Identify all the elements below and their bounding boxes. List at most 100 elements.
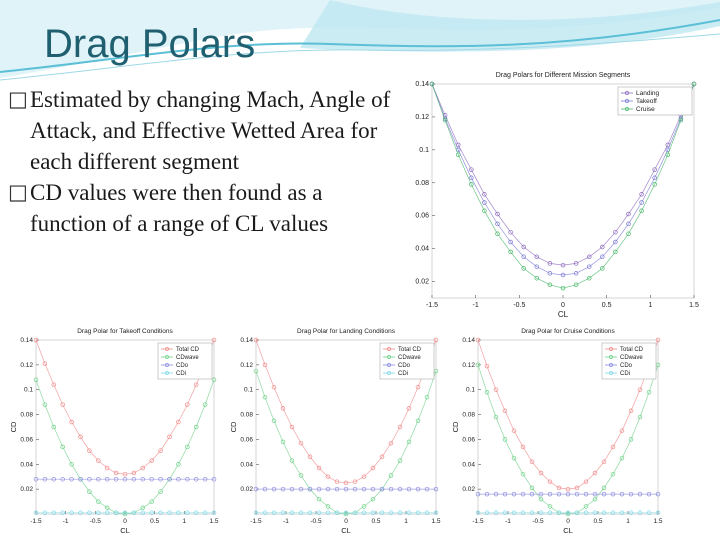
data-point [158,476,163,482]
data-point [547,510,553,516]
data-point [253,486,259,492]
data-point [307,486,313,492]
x-axis-label: CL [563,526,573,535]
y-axis-label: CD [451,421,460,432]
data-point [352,479,358,484]
data-point [592,496,598,502]
y-tick-label: 0.14 [415,81,429,88]
data-point [574,491,580,497]
data-point [556,485,562,491]
data-point [193,476,199,482]
data-point [521,244,526,250]
bullet-text: Estimated by changing Mach, Angle of Att… [30,87,391,174]
x-tick-label: 0.5 [371,518,380,525]
data-point [334,510,340,516]
bullet-item: □ Estimated by changing Mach, Angle of A… [8,84,400,177]
data-point [87,448,92,453]
series-line-0 [431,83,695,266]
data-point [601,491,607,497]
series-line-0 [35,339,215,475]
data-point [637,387,643,392]
data-point [185,510,190,516]
data-point [96,476,101,482]
data-point [176,419,181,425]
data-point [511,428,517,433]
data-point [493,414,499,420]
data-point [493,491,499,497]
data-point [397,510,403,516]
data-point [493,387,499,392]
data-point [262,510,268,516]
x-tick-label: -1 [283,518,289,525]
data-point [60,476,65,482]
data-point [253,510,259,516]
data-point [280,439,286,445]
y-tick-label: 0.14 [20,337,33,344]
data-point [176,510,181,516]
legend-label: CDo [620,363,633,369]
legend-marker [609,363,613,367]
data-point [502,408,508,414]
data-point [69,462,74,467]
data-point [131,470,137,476]
data-point [565,491,571,497]
data-point [298,486,304,492]
y-tick-label: 0.14 [462,337,475,344]
data-point [131,510,137,516]
data-point [388,440,394,446]
x-tick-label: 1.5 [689,302,699,309]
data-point [42,476,48,482]
data-point [140,510,146,516]
data-point [646,510,652,516]
data-point [529,459,535,465]
legend-marker [165,371,169,375]
data-point [298,473,304,478]
x-axis-label: CL [558,310,569,319]
data-point [334,486,340,492]
data-point [69,476,74,482]
data-point [51,476,57,482]
data-point [343,510,349,516]
data-point [424,486,430,492]
data-point [637,510,643,516]
x-tick-label: 0.5 [150,518,159,525]
data-point [113,510,119,516]
data-point [534,275,540,281]
data-point [538,510,544,516]
legend-label: CDi [620,371,630,377]
chart-cruise: Drag Polar for Cruise Conditions -1.5 -1 -0… [451,328,663,535]
data-point [521,254,526,260]
data-point [280,406,286,411]
data-point [280,486,286,492]
data-point [193,424,199,430]
data-point [613,229,618,235]
y-tick-label: 0.02 [240,486,253,493]
legend-label: CDi [398,371,408,377]
y-axis-label: CD [229,421,238,432]
data-point [167,476,172,482]
data-point [586,275,592,281]
data-point [379,486,385,492]
x-tick-label: -0.5 [310,518,322,525]
bullet-text: CD values were then found as a function … [30,180,329,236]
data-point [626,221,631,227]
y-tick-label: 0.1 [244,387,253,394]
legend-label: Cruise [636,106,655,113]
data-point [42,361,48,366]
data-point [415,418,421,424]
data-point [149,510,154,516]
data-point [140,465,146,471]
data-point [406,439,412,445]
data-point [529,510,535,516]
data-point [271,384,277,390]
data-point [415,486,421,492]
data-point [397,424,403,430]
legend-marker [387,347,391,351]
data-point [271,510,277,516]
data-point [388,486,394,492]
data-point [613,249,618,255]
data-point [538,470,544,476]
data-point [475,337,481,343]
data-point [122,510,128,516]
data-point [415,510,421,516]
